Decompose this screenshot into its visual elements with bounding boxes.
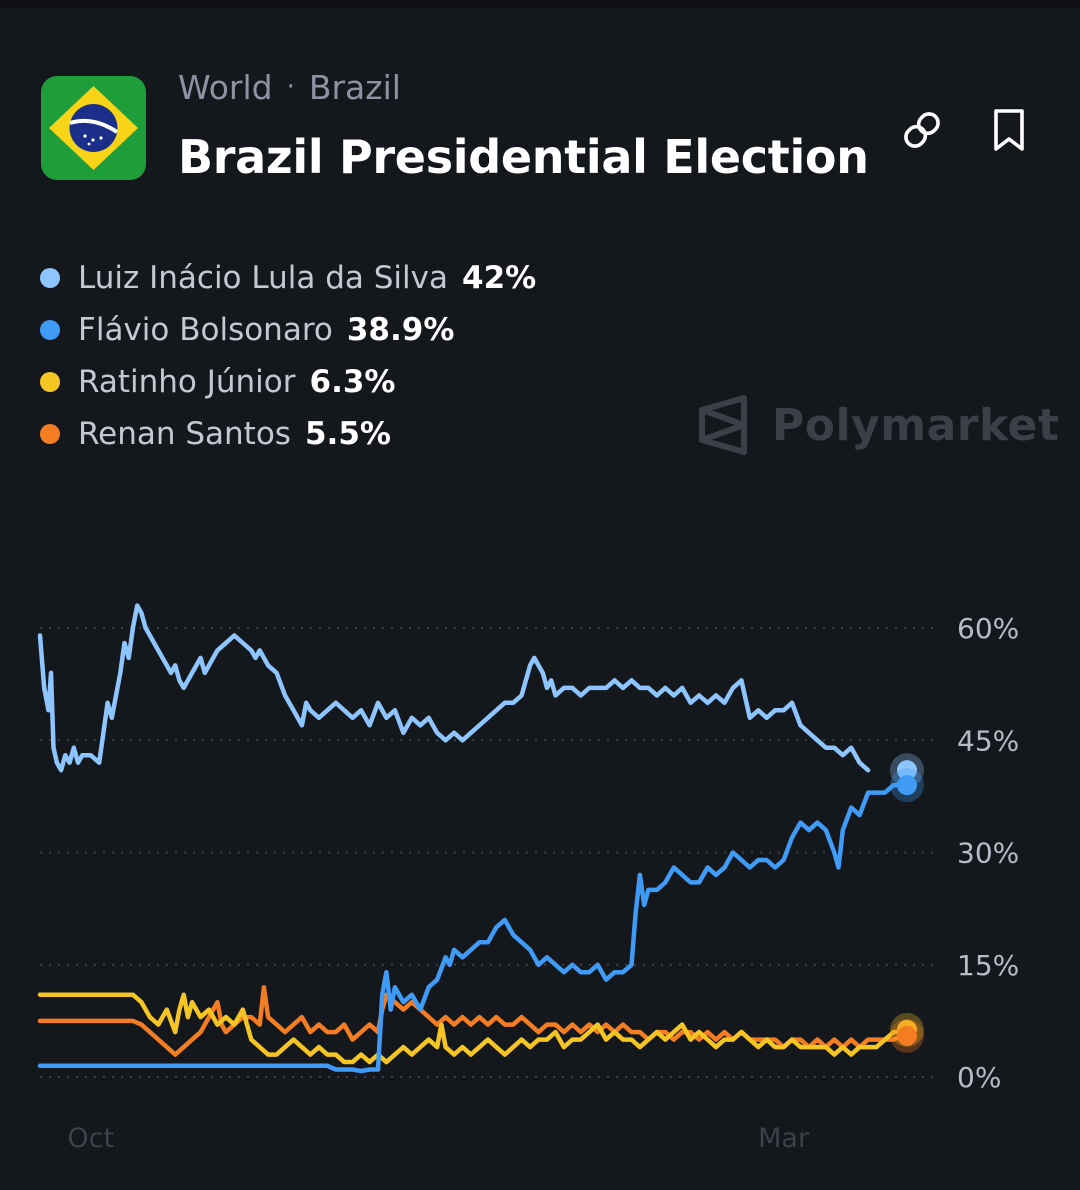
legend-item-lula[interactable]: Luiz Inácio Lula da Silva 42% (40, 252, 536, 304)
breadcrumb: World · Brazil (178, 64, 401, 110)
chart-legend: Luiz Inácio Lula da Silva 42% Flávio Bol… (40, 252, 536, 460)
polymarket-watermark: Polymarket (696, 393, 1059, 457)
breadcrumb-brazil[interactable]: Brazil (308, 67, 401, 107)
legend-value: 5.5% (304, 416, 391, 452)
brazil-flag-icon (41, 76, 146, 180)
series-end-marker (897, 775, 917, 796)
legend-name: Renan Santos (78, 416, 291, 452)
page-title: Brazil Presidential Election (178, 130, 869, 184)
polymarket-logo-icon (699, 395, 747, 455)
link-icon[interactable] (898, 106, 946, 154)
legend-dot (40, 424, 60, 444)
legend-value: 6.3% (309, 364, 396, 400)
x-tick-label: Mar (758, 1123, 810, 1154)
top-strip (0, 0, 1080, 8)
series-line (37, 782, 913, 1074)
legend-dot (40, 372, 60, 392)
breadcrumb-separator: · (286, 72, 295, 102)
legend-name: Ratinho Júnior (78, 364, 296, 400)
series-end-marker (897, 760, 917, 781)
legend-name: Luiz Inácio Lula da Silva (78, 260, 448, 296)
legend-item-renan[interactable]: Renan Santos 5.5% (40, 408, 536, 460)
series-line (37, 984, 913, 1057)
y-tick-label: 15% (957, 949, 1019, 982)
bookmark-icon[interactable] (985, 106, 1033, 154)
x-tick-label: Oct (67, 1123, 114, 1154)
legend-value: 38.9% (346, 312, 455, 348)
legend-value: 42% (462, 260, 537, 296)
y-tick-label: 60% (957, 612, 1019, 645)
y-tick-label: 45% (957, 724, 1019, 757)
line-chart[interactable]: 60% 45% 30% 15% 0% Oct Mar (0, 590, 1080, 1160)
series-line (37, 992, 913, 1065)
legend-item-ratinho[interactable]: Ratinho Júnior 6.3% (40, 356, 536, 408)
series-end-marker (897, 1025, 917, 1046)
y-tick-label: 0% (957, 1061, 1001, 1094)
legend-dot (40, 320, 60, 340)
series-line (37, 603, 871, 773)
legend-name: Flávio Bolsonaro (78, 312, 333, 348)
y-tick-label: 30% (957, 837, 1019, 870)
legend-item-bolsonaro[interactable]: Flávio Bolsonaro 38.9% (40, 304, 536, 356)
legend-dot (40, 268, 60, 288)
watermark-text: Polymarket (772, 399, 1060, 451)
breadcrumb-world[interactable]: World (178, 67, 273, 107)
